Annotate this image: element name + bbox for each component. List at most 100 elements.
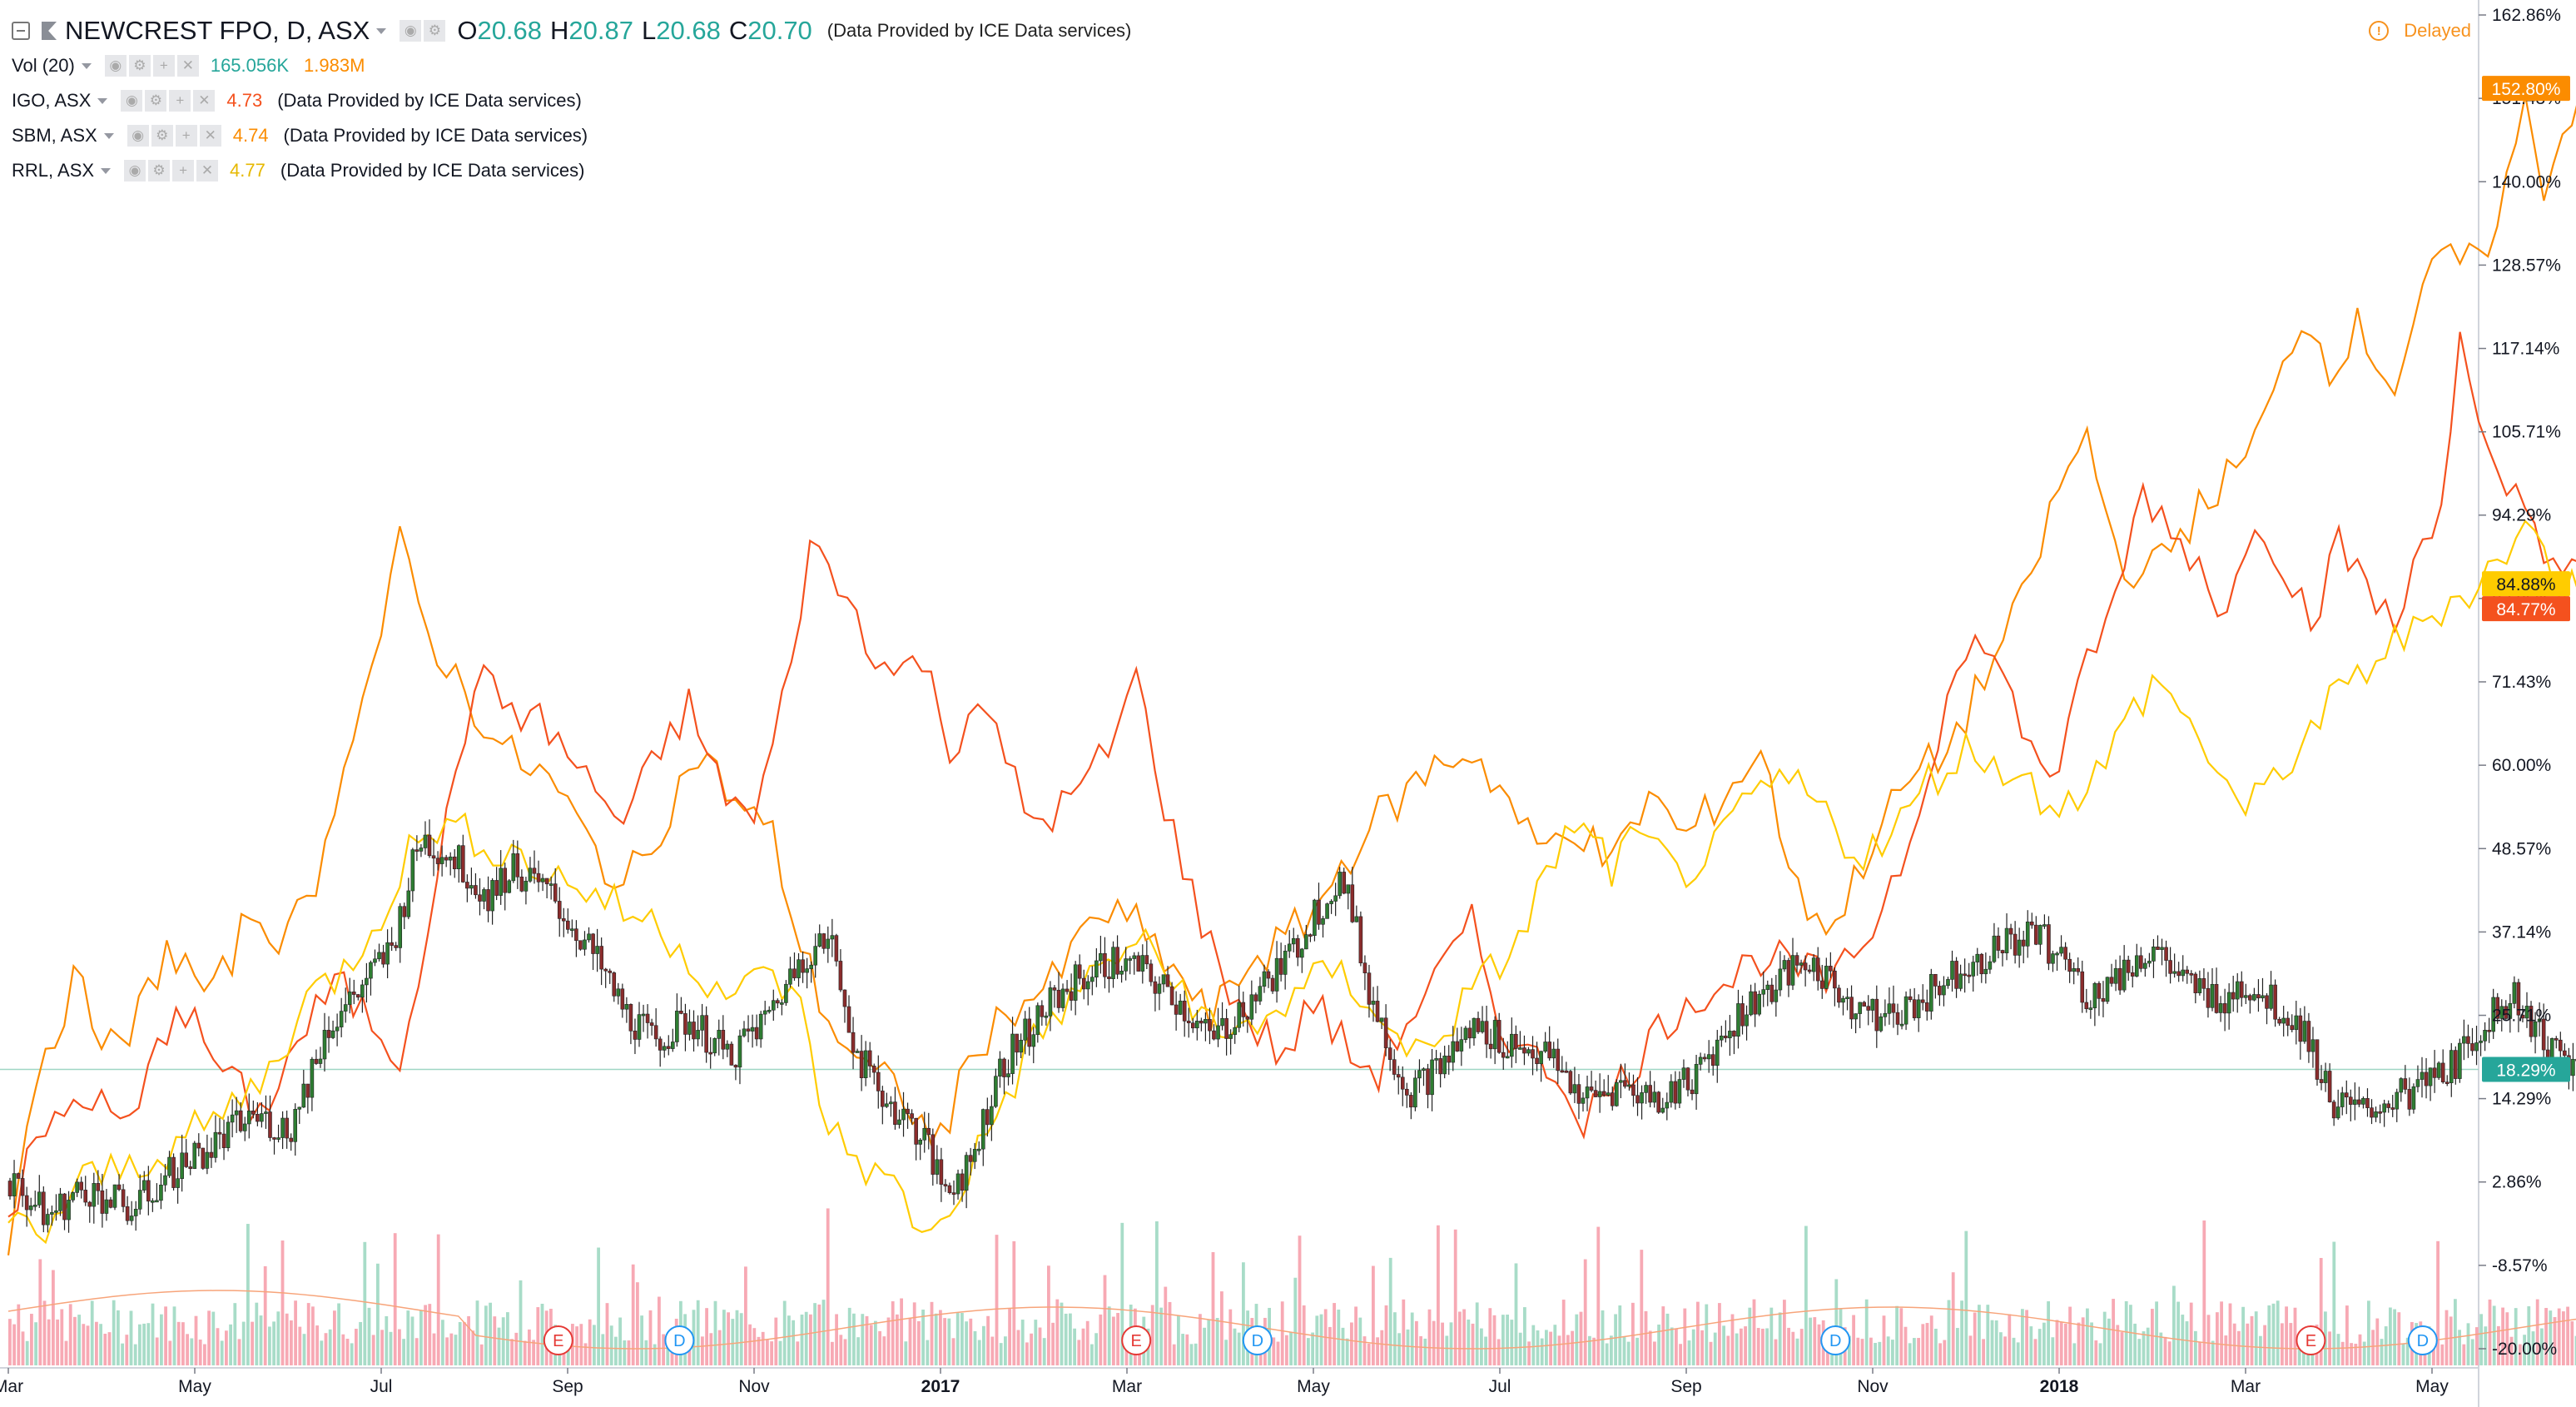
eye-icon[interactable]: ◉ xyxy=(400,20,422,42)
candle-body xyxy=(834,935,839,962)
volume-bar xyxy=(1809,1317,1812,1365)
volume-bar xyxy=(1601,1310,1605,1365)
candle-body xyxy=(1371,1001,1376,1005)
candle-body xyxy=(1417,1070,1422,1079)
compare-label[interactable]: IGO, ASX xyxy=(12,90,92,111)
candle-body xyxy=(1283,951,1288,975)
close-icon[interactable]: ✕ xyxy=(199,125,221,147)
earnings-marker[interactable] xyxy=(543,1325,573,1355)
candle-body xyxy=(293,1108,298,1142)
plus-icon[interactable]: + xyxy=(172,160,195,181)
candle-body xyxy=(2407,1089,2412,1110)
chevron-down-icon[interactable] xyxy=(376,27,387,34)
candle-body xyxy=(1669,1081,1674,1103)
chevron-down-icon[interactable] xyxy=(101,167,112,174)
dividend-marker[interactable] xyxy=(1242,1325,1273,1355)
series-line-sbm[interactable] xyxy=(7,88,2576,1255)
delayed-alert-icon[interactable]: ! xyxy=(2369,21,2390,41)
volume-bar xyxy=(1631,1302,1635,1365)
candle-body xyxy=(1233,1027,1237,1035)
close-icon[interactable]: ✕ xyxy=(176,55,199,77)
volume-bar xyxy=(1155,1221,1159,1365)
earnings-marker[interactable] xyxy=(2296,1325,2326,1355)
plus-icon[interactable]: + xyxy=(169,90,191,112)
dividend-marker[interactable] xyxy=(2407,1325,2438,1355)
eye-icon[interactable]: ◉ xyxy=(104,55,127,77)
volume-bar xyxy=(1575,1314,1579,1365)
volume-bar xyxy=(1661,1306,1665,1365)
dividend-marker[interactable] xyxy=(664,1325,695,1355)
chevron-down-icon[interactable] xyxy=(103,132,114,139)
close-icon[interactable]: ✕ xyxy=(196,160,219,181)
candle-body xyxy=(1048,987,1053,1017)
volume-label[interactable]: Vol (20) xyxy=(12,55,75,76)
volume-bar xyxy=(614,1336,618,1365)
event-marker-label[interactable]: E xyxy=(2305,1332,2316,1350)
gear-icon[interactable]: ⚙ xyxy=(424,20,446,42)
gear-icon[interactable]: ⚙ xyxy=(151,125,173,147)
plus-icon[interactable]: + xyxy=(175,125,197,147)
volume-bar xyxy=(1610,1335,1613,1365)
volume-bar xyxy=(2566,1306,2569,1365)
volume-bar xyxy=(133,1344,137,1365)
event-marker-label[interactable]: D xyxy=(2417,1332,2429,1350)
volume-bar xyxy=(648,1310,653,1365)
compare-label[interactable]: RRL, ASX xyxy=(12,160,95,181)
event-marker-label[interactable]: D xyxy=(1829,1332,1841,1350)
compare-legend-igo[interactable]: IGO, ASX ◉ ⚙ + ✕ 4.73 (Data Provided by … xyxy=(12,83,1131,118)
candle-body xyxy=(2403,1078,2408,1090)
gear-icon[interactable]: ⚙ xyxy=(145,90,167,112)
volume-bar xyxy=(2401,1343,2405,1365)
candle-body xyxy=(587,933,591,941)
candle-body xyxy=(419,848,424,852)
event-marker-label[interactable]: E xyxy=(1131,1332,1142,1350)
candle-body xyxy=(998,1058,1002,1077)
gear-icon[interactable]: ⚙ xyxy=(128,55,151,77)
candle-body xyxy=(1862,1002,1866,1007)
volume-bar xyxy=(1675,1328,1678,1365)
volume-bar xyxy=(2501,1307,2504,1365)
candle-body xyxy=(608,970,613,973)
collapse-icon[interactable] xyxy=(12,22,30,40)
eye-icon[interactable]: ◉ xyxy=(127,125,149,147)
plus-icon[interactable]: + xyxy=(152,55,175,77)
close-icon[interactable]: ✕ xyxy=(193,90,216,112)
earnings-marker[interactable] xyxy=(1121,1325,1152,1355)
volume-legend[interactable]: Vol (20) ◉ ⚙ + ✕ 165.056K 1.983M xyxy=(12,48,1131,83)
chevron-down-icon[interactable] xyxy=(81,62,92,69)
symbol-title[interactable]: NEWCREST FPO, D, ASX xyxy=(65,16,370,45)
volume-bar xyxy=(1030,1333,1033,1365)
candle-body xyxy=(2088,1007,2093,1010)
flag-icon[interactable] xyxy=(42,22,57,40)
event-marker-label[interactable]: D xyxy=(1252,1332,1263,1350)
candle-body xyxy=(2537,1018,2542,1022)
event-marker-label[interactable]: E xyxy=(553,1332,563,1350)
chevron-down-icon[interactable] xyxy=(97,97,108,104)
delayed-label[interactable]: Delayed xyxy=(2404,20,2471,41)
volume-bar xyxy=(2124,1300,2128,1365)
series-line-igo[interactable] xyxy=(7,331,2576,1218)
candle-body xyxy=(1208,1019,1212,1032)
compare-legend-sbm[interactable]: SBM, ASX ◉ ⚙ + ✕ 4.74 (Data Provided by … xyxy=(12,118,1131,153)
candle-body xyxy=(1379,1017,1384,1022)
candle-body xyxy=(276,1137,280,1140)
eye-icon[interactable]: ◉ xyxy=(124,160,146,181)
candle-body xyxy=(16,1173,21,1179)
gear-icon[interactable]: ⚙ xyxy=(148,160,171,181)
delayed-indicator[interactable]: ! Delayed xyxy=(2369,20,2471,42)
main-series-legend[interactable]: NEWCREST FPO, D, ASX ◉ ⚙ O 20.68 H 20.87 L… xyxy=(12,13,1131,48)
eye-icon[interactable]: ◉ xyxy=(121,90,143,112)
compare-legend-rrl[interactable]: RRL, ASX ◉ ⚙ + ✕ 4.77 (Data Provided by … xyxy=(12,153,1131,188)
volume-bar xyxy=(1034,1320,1038,1365)
volume-bar xyxy=(1860,1339,1864,1365)
candle-body xyxy=(1190,1022,1195,1029)
event-marker-label[interactable]: D xyxy=(673,1332,685,1350)
dividend-marker[interactable] xyxy=(1820,1325,1851,1355)
series-line-rrl[interactable] xyxy=(7,520,2576,1245)
volume-value: 165.056K xyxy=(210,55,290,76)
candle-body xyxy=(167,1156,171,1176)
x-tick-label: 2017 xyxy=(921,1377,960,1396)
compare-label[interactable]: SBM, ASX xyxy=(12,125,97,146)
y-tick-label: 48.57% xyxy=(2492,839,2551,858)
